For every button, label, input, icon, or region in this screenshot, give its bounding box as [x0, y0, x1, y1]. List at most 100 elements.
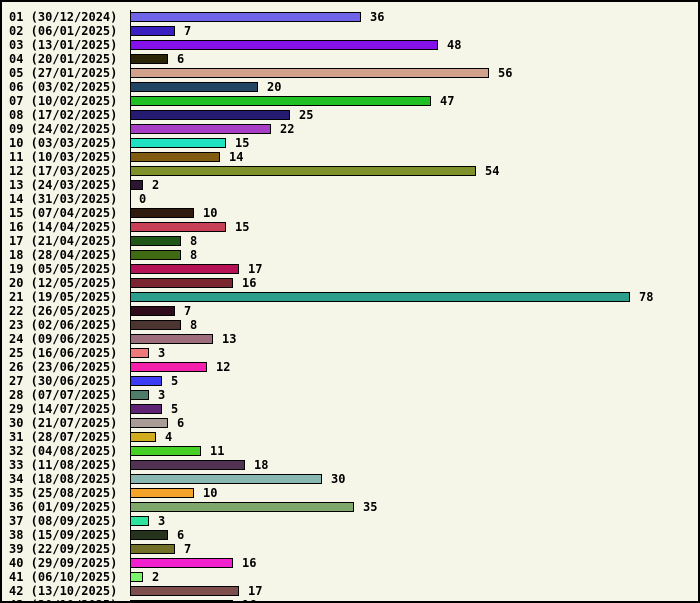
bar: [130, 586, 239, 596]
row-label: 22 (26/05/2025): [9, 304, 118, 318]
bar: [130, 418, 168, 428]
bar: [130, 558, 233, 568]
bar-value-label: 2: [152, 570, 160, 584]
row-label: 18 (28/04/2025): [9, 248, 118, 262]
bar: [130, 390, 149, 400]
chart-row: 06 (03/02/2025) 20: [2, 80, 698, 94]
bar-value-label: 7: [184, 304, 192, 318]
bar-value-label: 18: [254, 458, 269, 472]
bar-value-label: 8: [190, 318, 198, 332]
chart-row: 09 (24/02/2025) 22: [2, 122, 698, 136]
row-label: 25 (16/06/2025): [9, 346, 118, 360]
chart-rows: 01 (30/12/2024) 36 02 (06/01/2025) 7 03 …: [2, 10, 698, 601]
row-label: 08 (17/02/2025): [9, 108, 118, 122]
bar: [130, 292, 630, 302]
bar: [130, 334, 213, 344]
chart-row: 01 (30/12/2024) 36: [2, 10, 698, 24]
bar-value-label: 8: [190, 234, 198, 248]
chart-row: 26 (23/06/2025) 12: [2, 360, 698, 374]
bar: [130, 432, 156, 442]
bar: [130, 110, 290, 120]
bar-value-label: 6: [177, 528, 185, 542]
bar-value-label: 7: [184, 24, 192, 38]
row-label: 41 (06/10/2025): [9, 570, 118, 584]
chart-row: 19 (05/05/2025) 17: [2, 262, 698, 276]
bar-value-label: 16: [242, 276, 257, 290]
row-label: 15 (07/04/2025): [9, 206, 118, 220]
chart-row: 41 (06/10/2025) 2: [2, 570, 698, 584]
row-label: 09 (24/02/2025): [9, 122, 118, 136]
row-label: 24 (09/06/2025): [9, 332, 118, 346]
chart-row: 10 (03/03/2025) 15: [2, 136, 698, 150]
chart-row: 27 (30/06/2025) 5: [2, 374, 698, 388]
chart-row: 03 (13/01/2025) 48: [2, 38, 698, 52]
row-label: 43 (20/10/2025): [2, 598, 130, 601]
bar: [130, 460, 245, 470]
row-label: 06 (03/02/2025): [9, 80, 118, 94]
bar: [130, 544, 175, 554]
chart-row: 04 (20/01/2025) 6: [2, 52, 698, 66]
bar: [130, 12, 361, 22]
bar-value-label: 14: [229, 150, 244, 164]
bar: [130, 306, 175, 316]
bar-value-label: 2: [152, 178, 160, 192]
y-axis-line: [130, 10, 131, 596]
chart-row: 21 (19/05/2025) 78: [2, 290, 698, 304]
bar-value-label: 5: [171, 374, 179, 388]
row-label: 07 (10/02/2025): [9, 94, 118, 108]
bar: [130, 474, 322, 484]
bar-value-label: 20: [267, 80, 282, 94]
bar: [130, 96, 431, 106]
chart-row: 24 (09/06/2025) 13: [2, 332, 698, 346]
row-label: 29 (14/07/2025): [9, 402, 118, 416]
bar-value-label: 4: [165, 430, 173, 444]
row-label: 04 (20/01/2025): [9, 52, 118, 66]
chart-row: 07 (10/02/2025) 47: [2, 94, 698, 108]
row-label: 21 (19/05/2025): [9, 290, 118, 304]
bar-value-label: 17: [248, 584, 263, 598]
bar-value-label: 10: [203, 206, 218, 220]
row-label: 01 (30/12/2024): [9, 10, 118, 24]
bar: [130, 572, 143, 582]
bar: [130, 124, 271, 134]
bar: [130, 222, 226, 232]
chart-row: 12 (17/03/2025) 54: [2, 164, 698, 178]
bar-value-label: 5: [171, 402, 179, 416]
bar: [130, 600, 233, 601]
chart-row: 18 (28/04/2025) 8: [2, 248, 698, 262]
bar-value-label: 47: [440, 94, 455, 108]
bar: [130, 404, 162, 414]
row-label: 36 (01/09/2025): [9, 500, 118, 514]
chart-row: 35 (25/08/2025) 10: [2, 486, 698, 500]
chart-row: 34 (18/08/2025) 30: [2, 472, 698, 486]
chart-row: 15 (07/04/2025) 10: [2, 206, 698, 220]
bar: [130, 236, 181, 246]
row-label: 03 (13/01/2025): [9, 38, 118, 52]
chart-row: 31 (28/07/2025) 4: [2, 430, 698, 444]
bar-value-label: 22: [280, 122, 295, 136]
bar-value-label: 3: [158, 388, 166, 402]
bar: [130, 166, 476, 176]
bar-value-label: 0: [139, 192, 147, 206]
chart-row: 08 (17/02/2025) 25: [2, 108, 698, 122]
bar-value-label: 11: [210, 444, 225, 458]
row-label: 10 (03/03/2025): [9, 136, 118, 150]
row-label: 34 (18/08/2025): [9, 472, 118, 486]
bar-value-label: 36: [370, 10, 385, 24]
chart-row: 33 (11/08/2025) 18: [2, 458, 698, 472]
bar: [130, 502, 354, 512]
row-label: 42 (13/10/2025): [9, 584, 118, 598]
row-label: 02 (06/01/2025): [9, 24, 118, 38]
bar-value-label: 17: [248, 262, 263, 276]
bar: [130, 180, 143, 190]
row-label: 38 (15/09/2025): [9, 528, 118, 542]
bar-value-label: 15: [235, 220, 250, 234]
bar-value-label: 10: [203, 486, 218, 500]
bar-value-label: 12: [216, 360, 231, 374]
bar: [130, 376, 162, 386]
row-label: 33 (11/08/2025): [9, 458, 118, 472]
chart-row: 17 (21/04/2025) 8: [2, 234, 698, 248]
bar: [130, 362, 207, 372]
row-label: 40 (29/09/2025): [9, 556, 118, 570]
